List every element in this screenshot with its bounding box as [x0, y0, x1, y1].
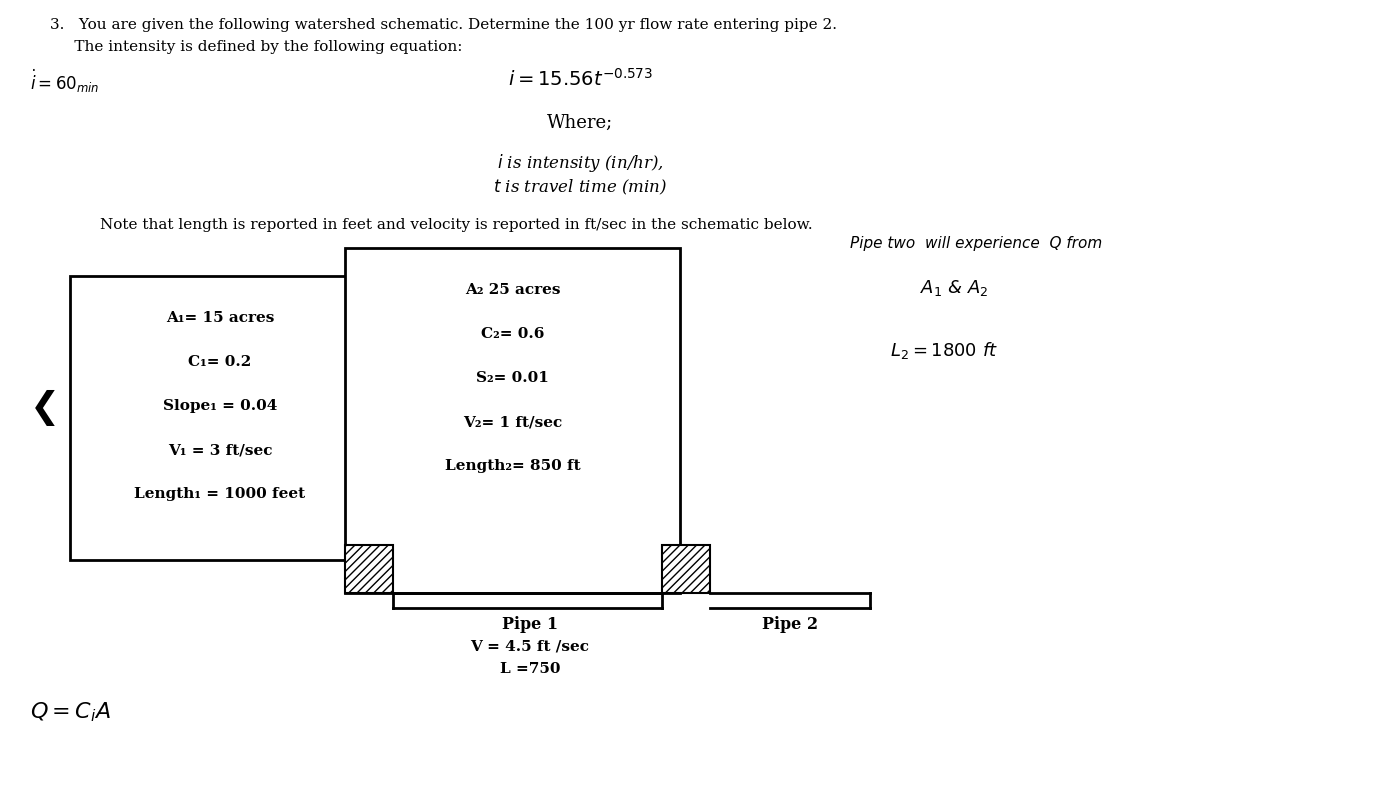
Text: $A_1$ & $A_2$: $A_1$ & $A_2$ — [921, 278, 988, 298]
Bar — [662, 545, 710, 593]
Text: $\dot{i} = 60_{min}$: $\dot{i} = 60_{min}$ — [30, 68, 99, 95]
Text: Note that length is reported in feet and velocity is reported in ft/sec in the s: Note that length is reported in feet and… — [100, 218, 813, 232]
Text: S₂= 0.01: S₂= 0.01 — [476, 371, 549, 385]
Text: $L_2 = 1800$ ft: $L_2 = 1800$ ft — [890, 340, 998, 361]
Text: A₂ 25 acres: A₂ 25 acres — [465, 283, 560, 297]
Text: $t$ is travel time (min): $t$ is travel time (min) — [493, 178, 667, 197]
Text: V₁ = 3 ft/sec: V₁ = 3 ft/sec — [168, 443, 272, 457]
Bar — [70, 276, 370, 560]
Text: A₁= 15 acres: A₁= 15 acres — [166, 311, 274, 325]
Text: Length₂= 850 ft: Length₂= 850 ft — [444, 459, 581, 473]
Text: Pipe 2: Pipe 2 — [762, 616, 819, 633]
Bar — [345, 545, 394, 593]
Text: L =750: L =750 — [499, 662, 560, 676]
Text: V₂= 1 ft/sec: V₂= 1 ft/sec — [462, 415, 563, 429]
Text: 3.   You are given the following watershed schematic. Determine the 100 yr flow : 3. You are given the following watershed… — [50, 18, 837, 32]
Text: V = 4.5 ft /sec: V = 4.5 ft /sec — [471, 640, 589, 654]
Text: Slope₁ = 0.04: Slope₁ = 0.04 — [162, 399, 277, 413]
Text: $i$ is intensity (in/hr),: $i$ is intensity (in/hr), — [497, 152, 663, 174]
Text: $Q = C_i A$: $Q = C_i A$ — [30, 700, 111, 724]
Text: Length₁ = 1000 feet: Length₁ = 1000 feet — [135, 487, 305, 501]
Text: Pipe 1: Pipe 1 — [502, 616, 559, 633]
Text: Pipe two  will experience  Q from: Pipe two will experience Q from — [850, 236, 1102, 251]
Text: $i = 15.56t^{-0.573}$: $i = 15.56t^{-0.573}$ — [508, 68, 652, 90]
Text: Where;: Where; — [546, 114, 614, 132]
Text: C₂= 0.6: C₂= 0.6 — [480, 327, 544, 341]
Text: ❮: ❮ — [30, 390, 61, 426]
Bar — [345, 248, 680, 593]
Text: The intensity is defined by the following equation:: The intensity is defined by the followin… — [50, 40, 462, 54]
Text: C₁= 0.2: C₁= 0.2 — [189, 355, 252, 369]
